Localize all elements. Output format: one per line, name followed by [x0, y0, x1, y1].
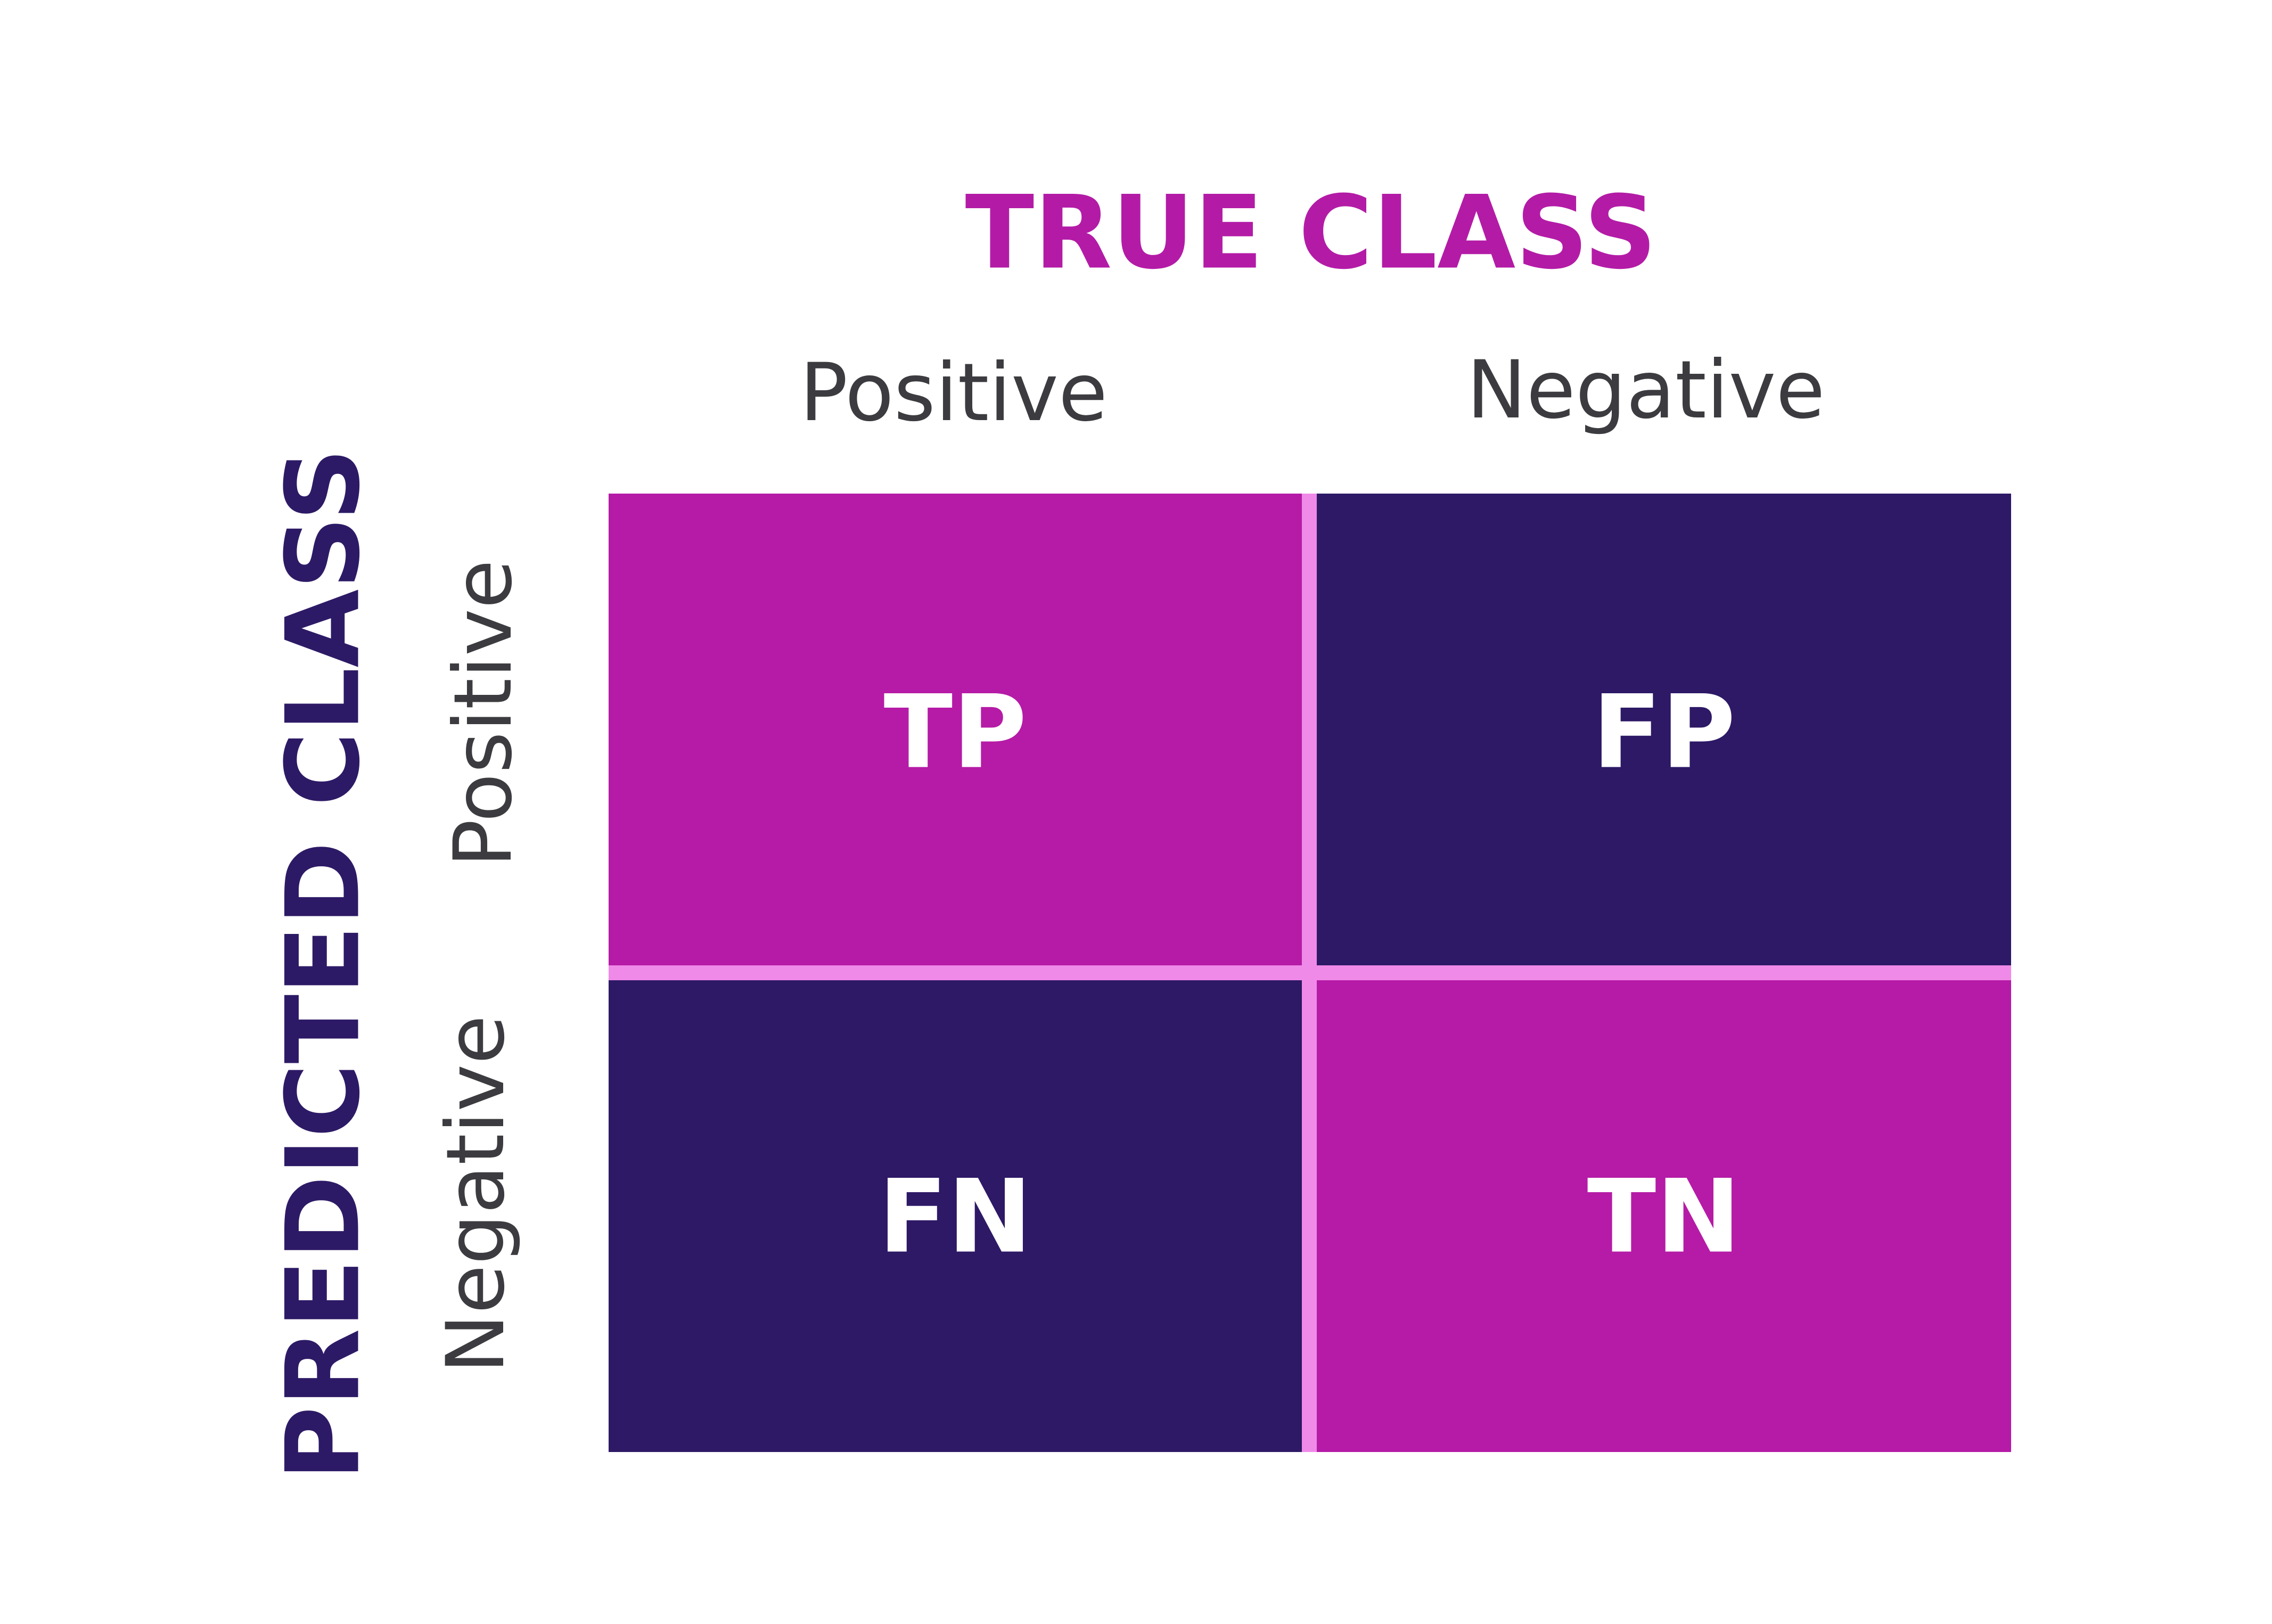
- true-class-title: TRUE CLASS: [965, 174, 1657, 292]
- predicted-class-title: PREDICTED CLASS: [265, 448, 382, 1480]
- cell-label: TP: [884, 674, 1027, 791]
- cell-label: FP: [1592, 674, 1735, 791]
- cell: [1317, 494, 2011, 965]
- cell: [1317, 980, 2011, 1452]
- column-label: Negative: [1466, 344, 1825, 437]
- cell: [609, 980, 1302, 1452]
- cell: [609, 494, 1302, 965]
- column-label: Positive: [800, 347, 1108, 439]
- cell-label: TN: [1587, 1158, 1741, 1276]
- cell-label: FN: [879, 1158, 1032, 1276]
- row-label: Negative: [430, 1015, 522, 1373]
- row-label: Positive: [437, 560, 530, 867]
